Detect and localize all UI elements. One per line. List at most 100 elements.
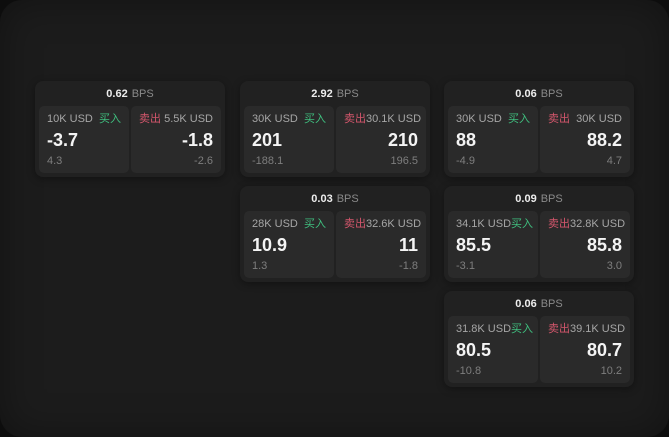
buy-panel[interactable]: 28K USD 买入 10.9 1.3 [244,211,334,278]
bps-header: 0.06 BPS [444,291,634,316]
buy-delta: -188.1 [252,155,284,167]
bps-unit-label: BPS [336,192,359,205]
buy-notional: 30K USD [252,113,298,125]
buy-panel-top: 30K USD 买入 [252,113,326,125]
buy-panel[interactable]: 30K USD 买入 201 -188.1 [244,106,334,173]
sell-delta: -1.8 [399,260,418,272]
quote-card: 2.92 BPS 30K USD 买入 201 -188.1 卖出 30.1K … [240,81,430,177]
sell-panel-top: 卖出 32.8K USD [548,218,626,230]
sell-panel-top: 卖出 30.1K USD [344,113,422,125]
bps-unit-label: BPS [336,87,359,100]
quote-card: 0.06 BPS 31.8K USD 买入 80.5 -10.8 卖出 39.1… [444,291,634,387]
sell-notional: 30.1K USD [366,113,422,125]
buy-price: 201 [252,129,283,150]
sell-notional: 39.1K USD [570,323,626,335]
buy-delta: -3.1 [456,260,475,272]
sell-panel-top: 卖出 39.1K USD [548,323,626,335]
bps-value: 0.09 [515,192,537,205]
buy-side-label: 买入 [304,218,326,230]
sell-price: 80.7 [586,339,622,360]
buy-delta: 1.3 [252,260,268,272]
buy-notional: 10K USD [47,113,93,125]
bps-unit-label: BPS [540,297,563,310]
sell-price: 85.8 [586,234,622,255]
sell-price: 11 [398,234,418,255]
sell-panel-top: 卖出 32.6K USD [344,218,422,230]
sell-side-label: 卖出 [548,323,570,335]
buy-side-label: 买入 [99,113,121,125]
buy-price: 85.5 [456,234,492,255]
sell-notional: 30K USD [576,113,622,125]
sell-panel-top: 卖出 30K USD [548,113,622,125]
buy-panel[interactable]: 31.8K USD 买入 80.5 -10.8 [448,316,538,383]
sell-delta: 3.0 [606,260,622,272]
buy-notional: 34.1K USD [456,218,512,230]
bps-unit-label: BPS [131,87,154,100]
bps-header: 0.09 BPS [444,186,634,211]
sell-delta: 10.2 [600,365,622,377]
sell-side-label: 卖出 [344,218,366,230]
bps-header: 0.62 BPS [35,81,225,106]
buy-side-label: 买入 [508,113,530,125]
buy-side-label: 买入 [511,323,534,335]
sell-notional: 32.8K USD [570,218,626,230]
bps-header: 0.06 BPS [444,81,634,106]
buy-notional: 30K USD [456,113,502,125]
sell-panel[interactable]: 卖出 30K USD 88.2 4.7 [540,106,630,173]
buy-delta: 4.3 [47,155,63,167]
bps-value: 0.03 [311,192,333,205]
sell-notional: 32.6K USD [366,218,422,230]
sell-delta: 4.7 [606,155,622,167]
buy-panel-top: 28K USD 买入 [252,218,326,230]
buy-panel-top: 10K USD 买入 [47,113,121,125]
quote-card: 0.09 BPS 34.1K USD 买入 85.5 -3.1 卖出 32.8K… [444,186,634,282]
sell-side-label: 卖出 [139,113,161,125]
quote-panels: 30K USD 买入 88 -4.9 卖出 30K USD 88.2 4.7 [448,106,630,173]
quote-panels: 34.1K USD 买入 85.5 -3.1 卖出 32.8K USD 85.8… [448,211,630,278]
bps-unit-label: BPS [540,87,563,100]
buy-price: -3.7 [47,129,79,150]
buy-panel[interactable]: 10K USD 买入 -3.7 4.3 [39,106,129,173]
buy-notional: 31.8K USD [456,323,512,335]
buy-delta: -4.9 [456,155,475,167]
buy-price: 80.5 [456,339,492,360]
buy-panel-top: 34.1K USD 买入 [456,218,534,230]
sell-panel[interactable]: 卖出 32.6K USD 11 -1.8 [336,211,426,278]
sell-panel[interactable]: 卖出 30.1K USD 210 196.5 [336,106,426,173]
buy-panel[interactable]: 34.1K USD 买入 85.5 -3.1 [448,211,538,278]
buy-panel[interactable]: 30K USD 买入 88 -4.9 [448,106,538,173]
sell-price: 210 [387,129,418,150]
quote-panels: 30K USD 买入 201 -188.1 卖出 30.1K USD 210 1… [244,106,426,173]
bps-value: 0.06 [515,297,537,310]
buy-delta: -10.8 [456,365,482,377]
buy-side-label: 买入 [511,218,534,230]
sell-delta: -2.6 [194,155,213,167]
bps-value: 0.62 [106,87,128,100]
sell-price: 88.2 [586,129,622,150]
sell-panel-top: 卖出 5.5K USD [139,113,213,125]
quote-card: 0.03 BPS 28K USD 买入 10.9 1.3 卖出 32.6K US… [240,186,430,282]
buy-price: 88 [456,129,477,150]
quote-card: 0.62 BPS 10K USD 买入 -3.7 4.3 卖出 5.5K USD [35,81,225,177]
buy-panel-top: 31.8K USD 买入 [456,323,534,335]
quote-panels: 31.8K USD 买入 80.5 -10.8 卖出 39.1K USD 80.… [448,316,630,383]
sell-panel[interactable]: 卖出 39.1K USD 80.7 10.2 [540,316,630,383]
sell-panel[interactable]: 卖出 5.5K USD -1.8 -2.6 [131,106,221,173]
buy-notional: 28K USD [252,218,298,230]
sell-side-label: 卖出 [548,218,570,230]
bps-value: 2.92 [311,87,333,100]
buy-price: 10.9 [252,234,288,255]
bps-unit-label: BPS [540,192,563,205]
bps-header: 0.03 BPS [240,186,430,211]
sell-delta: 196.5 [390,155,418,167]
quote-card: 0.06 BPS 30K USD 买入 88 -4.9 卖出 30K USD [444,81,634,177]
quote-panels: 10K USD 买入 -3.7 4.3 卖出 5.5K USD -1.8 -2.… [39,106,221,173]
sell-side-label: 卖出 [344,113,366,125]
sell-side-label: 卖出 [548,113,570,125]
buy-side-label: 买入 [304,113,326,125]
bps-header: 2.92 BPS [240,81,430,106]
sell-panel[interactable]: 卖出 32.8K USD 85.8 3.0 [540,211,630,278]
quote-panels: 28K USD 买入 10.9 1.3 卖出 32.6K USD 11 -1.8 [244,211,426,278]
